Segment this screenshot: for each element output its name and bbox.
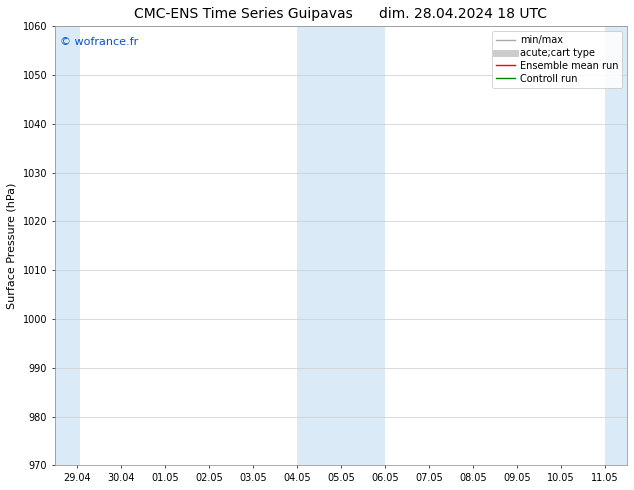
Bar — [605, 26, 627, 465]
Text: © wofrance.fr: © wofrance.fr — [60, 37, 139, 47]
Legend: min/max, acute;cart type, Ensemble mean run, Controll run: min/max, acute;cart type, Ensemble mean … — [491, 31, 622, 88]
Bar — [297, 26, 385, 465]
Title: CMC-ENS Time Series Guipavas      dim. 28.04.2024 18 UTC: CMC-ENS Time Series Guipavas dim. 28.04.… — [134, 7, 547, 21]
Y-axis label: Surface Pressure (hPa): Surface Pressure (hPa) — [7, 183, 17, 309]
Bar — [55, 26, 81, 465]
